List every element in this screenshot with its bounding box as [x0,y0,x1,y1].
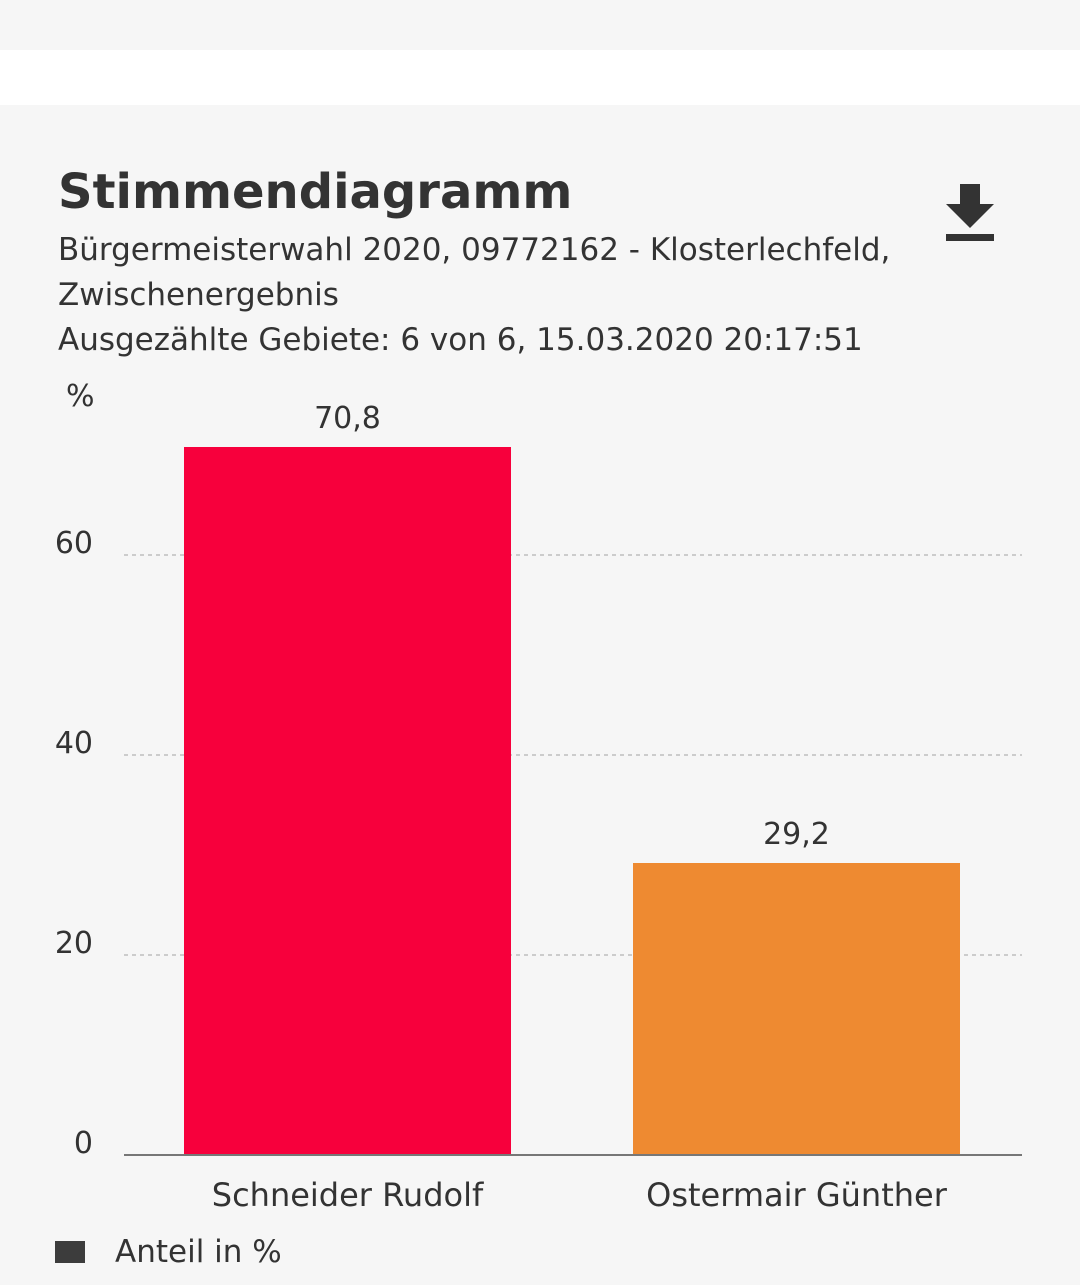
subtitle-line-1: Bürgermeisterwahl 2020, 09772162 - Klost… [58,232,891,268]
bars [184,447,960,1155]
chart-title: Stimmendiagramm [58,164,573,220]
legend-swatch [55,1241,85,1263]
top-band [0,0,1080,50]
separator-band [0,50,1080,105]
grid-lines [124,554,1022,956]
chart-subtitle: Bürgermeisterwahl 2020, 09772162 - Klost… [58,228,938,363]
legend: Anteil in % [55,1232,282,1272]
y-tick-label: 0 [74,1126,93,1161]
download-button[interactable] [940,180,1000,246]
bar [184,447,511,1155]
subtitle-line-2: Zwischenergebnis [58,277,339,313]
x-tick-label: Ostermair Günther [646,1176,948,1214]
labels: 0 20 40 60% 70,8 Schneider Rudolf 29,2 Ostermai… [55,379,948,1214]
y-tick-label: 60 [55,526,93,561]
y-tick-label: 40 [55,726,93,761]
y-axis-label: % [66,379,95,414]
data-label: 29,2 [763,817,830,852]
y-tick-label: 20 [55,926,93,961]
subtitle-line-3: Ausgezählte Gebiete: 6 von 6, 15.03.2020… [58,322,863,358]
legend-label: Anteil in % [115,1234,282,1270]
bar [633,863,960,1155]
download-icon [946,184,994,241]
x-tick-label: Schneider Rudolf [212,1176,484,1214]
data-label: 70,8 [314,401,381,436]
